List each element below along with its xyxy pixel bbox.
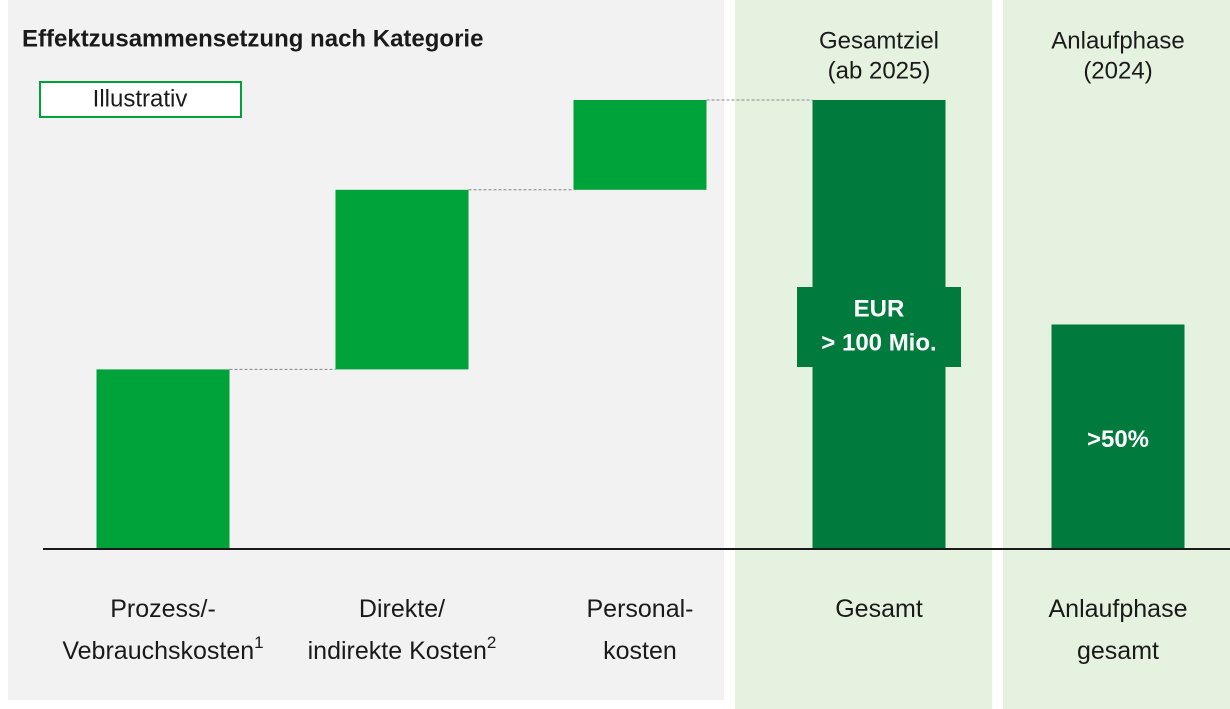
x-tick-label: indirekte Kosten2 xyxy=(308,633,497,664)
x-tick-label: Vebrauchskosten1 xyxy=(62,633,263,664)
footnote-mark: 1 xyxy=(254,633,263,652)
bar xyxy=(96,369,230,549)
bar xyxy=(573,100,707,190)
x-tick-label: Personal- xyxy=(587,595,694,623)
value-label: EUR xyxy=(854,295,905,322)
value-label: > 100 Mio. xyxy=(821,329,936,356)
x-tick-label-line: gesamt xyxy=(1077,637,1159,665)
x-tick-label: Prozess/- xyxy=(110,595,216,623)
panel-header: Anlaufphase xyxy=(1051,27,1184,54)
bar xyxy=(335,189,469,370)
x-tick-label: gesamt xyxy=(1077,637,1159,665)
x-tick-label-line: Personal- xyxy=(587,595,694,623)
x-tick-label-line: Anlaufphase xyxy=(1048,595,1187,623)
panel-header: (2024) xyxy=(1083,57,1152,84)
footnote-mark: 2 xyxy=(487,633,496,652)
annotation: Illustrativ xyxy=(93,85,188,112)
panel-header: Gesamtziel xyxy=(819,27,939,54)
chart-title: Effektzusammensetzung nach Kategorie xyxy=(22,25,483,52)
x-tick-label-line: Vebrauchskosten xyxy=(62,637,254,665)
annotation-box xyxy=(39,81,242,118)
x-tick-label: Gesamt xyxy=(835,595,923,623)
x-tick-label-line: indirekte Kosten xyxy=(308,637,487,665)
x-tick-label: kosten xyxy=(603,637,677,665)
x-tick-label-line: Direkte/ xyxy=(359,595,445,623)
x-tick-label-line: Gesamt xyxy=(835,595,923,623)
x-tick-label-line: kosten xyxy=(603,637,677,665)
x-tick-label: Anlaufphase xyxy=(1048,595,1187,623)
x-tick-label-line: Prozess/- xyxy=(110,595,216,623)
x-tick-label: Direkte/ xyxy=(359,595,445,623)
bar xyxy=(1051,324,1185,549)
panel-header: (ab 2025) xyxy=(828,57,931,84)
value-label-box xyxy=(797,287,961,367)
value-label: >50% xyxy=(1087,426,1149,453)
